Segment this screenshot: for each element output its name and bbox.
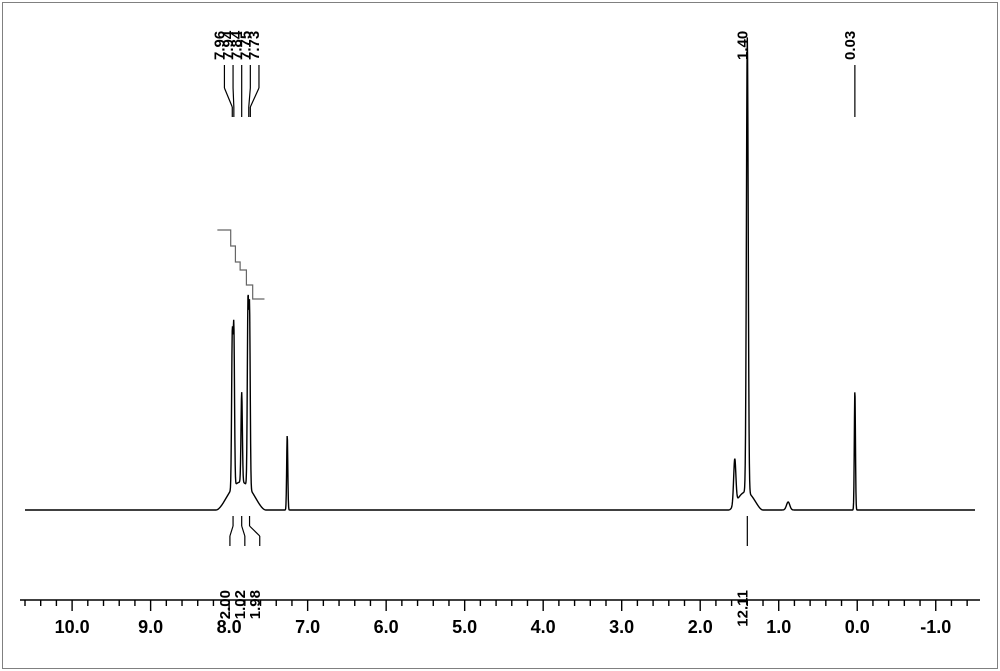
- integral-line: [242, 526, 245, 536]
- x-axis-tick-label: 7.0: [295, 617, 320, 637]
- integral-label: 12.11: [734, 590, 751, 627]
- integral-line: [250, 526, 260, 536]
- peak-label-line: [233, 88, 234, 107]
- peak-label: 1.40: [734, 31, 751, 60]
- x-axis-tick-label: 6.0: [374, 617, 399, 637]
- integral-curve: [217, 230, 264, 299]
- x-axis-tick-label: -1.0: [920, 617, 951, 637]
- x-axis-tick-label: 2.0: [688, 617, 713, 637]
- integral-line: [230, 526, 233, 536]
- peak-label-line: [250, 88, 259, 107]
- peak-label: 7.73: [246, 31, 263, 60]
- x-axis-tick-label: 0.0: [845, 617, 870, 637]
- chart-border: [3, 3, 998, 669]
- x-axis-tick-label: 1.0: [766, 617, 791, 637]
- peak-label-line: [249, 88, 251, 107]
- x-axis-tick-label: 5.0: [452, 617, 477, 637]
- x-axis-tick-label: 8.0: [217, 617, 242, 637]
- x-axis-tick-label: 3.0: [609, 617, 634, 637]
- chart-container: 7.967.947.847.757.731.400.032.001.021.98…: [0, 0, 1000, 671]
- x-axis-tick-label: 10.0: [55, 617, 90, 637]
- nmr-spectrum-svg: 7.967.947.847.757.731.400.032.001.021.98…: [0, 0, 1000, 671]
- peak-label-line: [224, 88, 232, 107]
- spectrum-trace: [25, 37, 975, 510]
- peak-label: 0.03: [842, 31, 859, 60]
- x-axis-tick-label: 9.0: [138, 617, 163, 637]
- x-axis-tick-label: 4.0: [531, 617, 556, 637]
